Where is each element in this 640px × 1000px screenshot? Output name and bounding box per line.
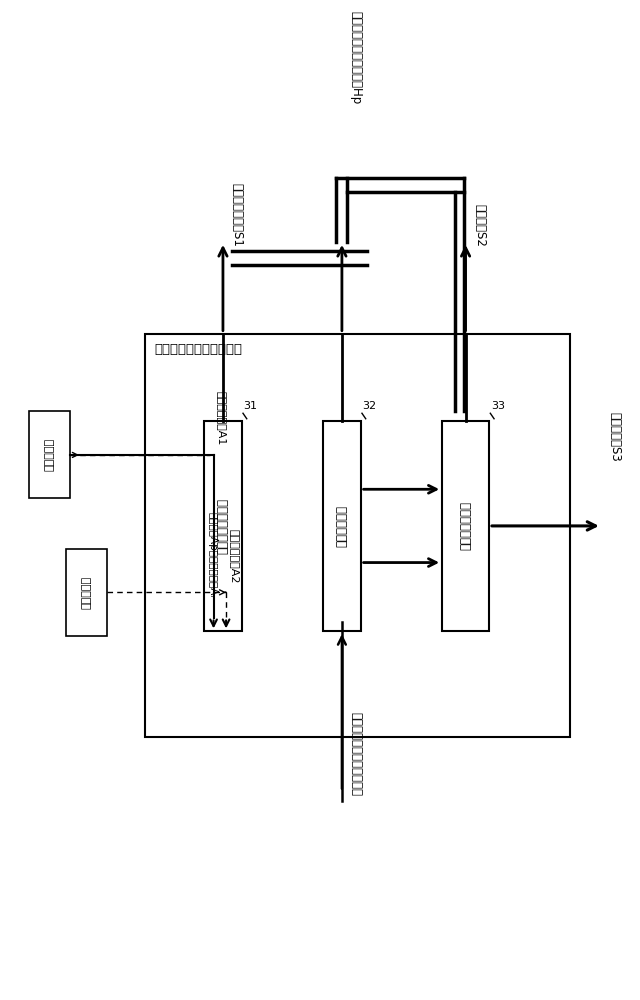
Text: 31: 31 xyxy=(244,401,258,411)
Text: アプローチ判定部: アプローチ判定部 xyxy=(216,498,230,554)
Text: 電波高度計: 電波高度計 xyxy=(44,438,54,471)
Text: 脈の操作ハンドルユニット: 脈の操作ハンドルユニット xyxy=(349,712,362,796)
Text: 脈下げ信号S3: 脈下げ信号S3 xyxy=(608,412,621,462)
Text: 脈の操作ハンドルの位置Hp: 脈の操作ハンドルの位置Hp xyxy=(349,11,362,105)
Bar xyxy=(323,421,361,631)
Text: 脈状態検知部: 脈状態検知部 xyxy=(335,505,348,547)
Text: 気圧高度Ap－着陸地高度Aₗ: 気圧高度Ap－着陸地高度Aₗ xyxy=(207,512,218,597)
Bar xyxy=(67,549,107,636)
Bar xyxy=(29,411,70,498)
Text: 警告信号出力部: 警告信号出力部 xyxy=(459,501,472,550)
Bar xyxy=(145,334,570,737)
Text: 第２対地高度A2: 第２対地高度A2 xyxy=(229,529,239,583)
Text: アプローチ信号S1: アプローチ信号S1 xyxy=(230,183,243,247)
Text: 32: 32 xyxy=(363,401,377,411)
Bar xyxy=(442,421,489,631)
Bar xyxy=(204,421,242,631)
Text: 気圧高度計: 気圧高度計 xyxy=(82,576,92,609)
Text: コンピュータプログラム: コンピュータプログラム xyxy=(154,343,242,356)
Text: 警告信号S2: 警告信号S2 xyxy=(473,204,486,247)
Text: 33: 33 xyxy=(491,401,505,411)
Text: 第１対地高度A1: 第１対地高度A1 xyxy=(217,391,227,446)
